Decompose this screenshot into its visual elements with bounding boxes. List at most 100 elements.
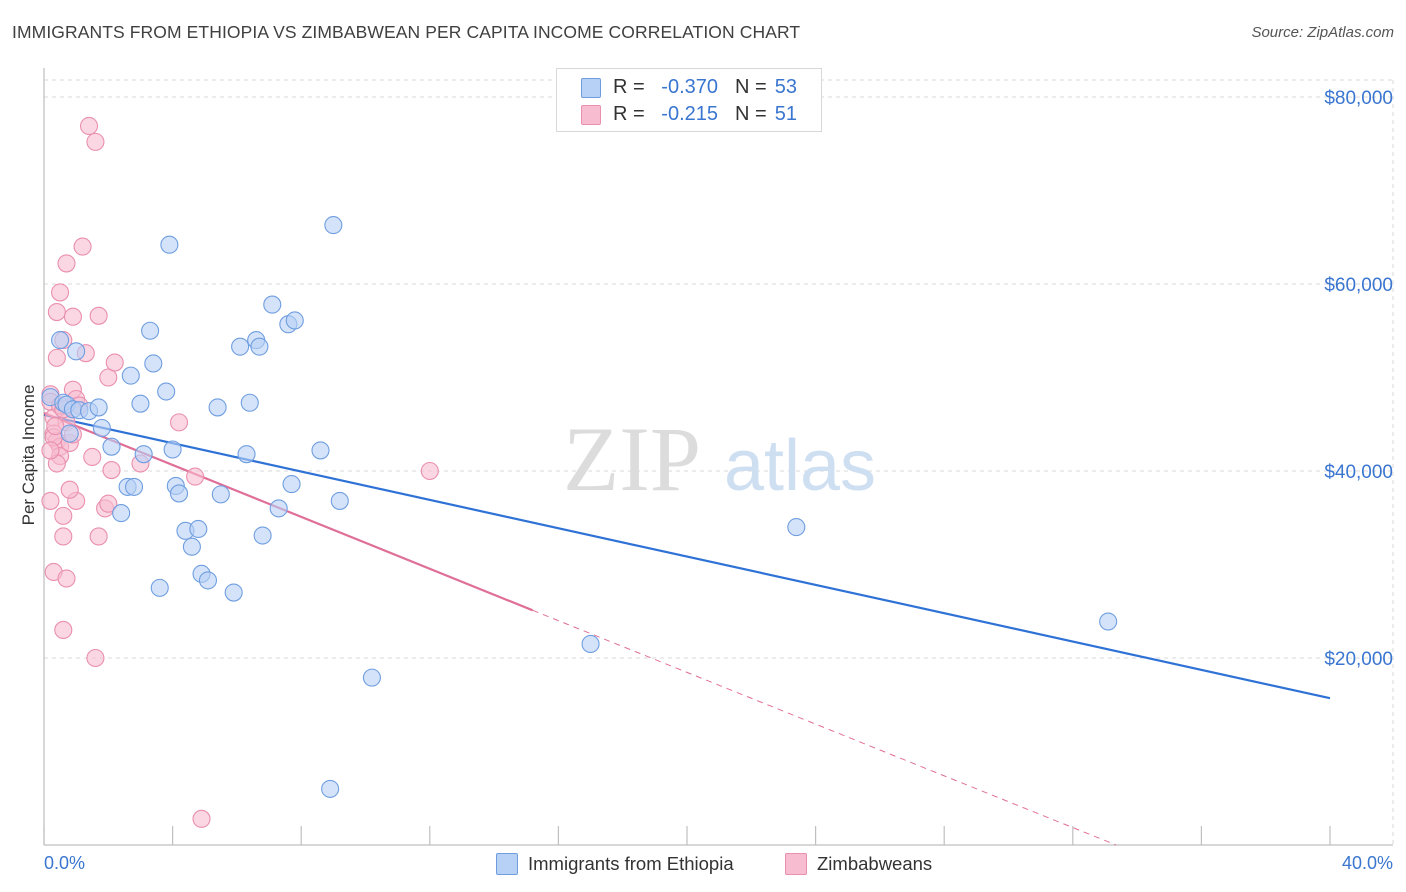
legend-row-ethiopia: R = -0.370 N = 53 xyxy=(557,75,821,101)
legend-n-value: 53 xyxy=(774,76,797,98)
point-ethiopia xyxy=(282,475,301,494)
point-ethiopia xyxy=(160,235,179,254)
point-ethiopia xyxy=(163,440,182,459)
point-ethiopia xyxy=(269,499,288,518)
point-zimbabweans xyxy=(169,413,189,432)
point-zimbabweans xyxy=(102,461,121,480)
point-ethiopia xyxy=(141,321,160,340)
point-ethiopia xyxy=(263,295,282,314)
point-ethiopia xyxy=(60,424,79,443)
point-ethiopia xyxy=(324,216,343,235)
chart-title: IMMIGRANTS FROM ETHIOPIA VS ZIMBABWEAN P… xyxy=(12,22,801,42)
point-zimbabweans xyxy=(46,417,65,436)
correlation-legend: R = -0.370 N = 53 R = -0.215 N = 51 xyxy=(556,68,822,132)
point-ethiopia xyxy=(321,779,340,798)
point-ethiopia xyxy=(112,504,131,523)
point-zimbabweans xyxy=(47,302,66,322)
point-ethiopia xyxy=(134,445,153,464)
y-tick-label: $60,000 xyxy=(1324,275,1393,296)
point-ethiopia xyxy=(311,441,330,460)
point-ethiopia xyxy=(362,668,381,687)
trend-lines xyxy=(43,412,1331,846)
legend-swatch-blue xyxy=(496,853,518,875)
point-zimbabweans xyxy=(186,467,205,486)
legend-r-value: -0.215 xyxy=(661,103,718,125)
point-ethiopia xyxy=(224,583,243,602)
points-zimbabweans xyxy=(41,116,439,828)
point-ethiopia xyxy=(285,311,304,330)
y-tick-labels: $20,000 $40,000 $60,000 $80,000 xyxy=(1324,88,1393,670)
legend-n-label: N = xyxy=(735,76,767,98)
legend-r-label: R = xyxy=(613,103,645,125)
point-zimbabweans xyxy=(73,237,92,256)
legend-row-zimbabweans: R = -0.215 N = 51 xyxy=(557,102,821,128)
point-zimbabweans xyxy=(63,307,82,326)
point-zimbabweans xyxy=(41,491,60,510)
legend-r-label: R = xyxy=(613,76,645,98)
point-zimbabweans xyxy=(105,353,124,372)
point-ethiopia xyxy=(208,398,227,417)
x-tick-label-max: 40.0% xyxy=(1342,853,1393,873)
axes xyxy=(43,68,1393,846)
point-ethiopia xyxy=(182,537,201,556)
point-ethiopia xyxy=(121,366,140,385)
point-zimbabweans xyxy=(192,809,211,828)
x-tick-label-min: 0.0% xyxy=(44,853,85,873)
point-ethiopia xyxy=(131,394,150,413)
trend-line-zimbabweans-extension xyxy=(532,609,1117,846)
point-ethiopia xyxy=(157,382,176,401)
point-ethiopia xyxy=(144,354,163,373)
legend-label-zimbabweans: Zimbabweans xyxy=(817,853,933,874)
point-zimbabweans xyxy=(79,116,99,136)
points-ethiopia xyxy=(41,216,1118,798)
source-label: Source: ZipAtlas.com xyxy=(1251,24,1394,41)
point-ethiopia xyxy=(92,418,111,438)
point-zimbabweans xyxy=(86,132,105,151)
point-zimbabweans xyxy=(99,494,118,513)
watermark-zip: ZIP xyxy=(563,408,701,510)
point-ethiopia xyxy=(198,571,218,590)
point-zimbabweans xyxy=(420,461,439,481)
point-zimbabweans xyxy=(57,569,76,588)
y-axis-title: Per Capita Income xyxy=(19,385,38,526)
point-zimbabweans xyxy=(60,480,79,499)
legend-swatch-pink xyxy=(581,105,601,125)
point-ethiopia xyxy=(67,342,86,361)
point-zimbabweans xyxy=(54,527,73,546)
point-ethiopia xyxy=(240,393,259,412)
watermark: ZIP atlas xyxy=(563,408,876,510)
watermark-atlas: atlas xyxy=(724,426,876,506)
point-ethiopia xyxy=(581,634,600,654)
point-ethiopia xyxy=(102,437,121,456)
point-ethiopia xyxy=(231,337,250,356)
legend-label-ethiopia: Immigrants from Ethiopia xyxy=(528,853,734,874)
point-ethiopia xyxy=(330,491,349,510)
point-ethiopia xyxy=(169,484,189,503)
point-zimbabweans xyxy=(41,441,60,460)
point-ethiopia xyxy=(150,578,169,597)
point-zimbabweans xyxy=(47,348,66,367)
point-ethiopia xyxy=(124,477,144,496)
legend-r-value: -0.370 xyxy=(661,76,718,98)
point-ethiopia xyxy=(189,519,208,539)
point-ethiopia xyxy=(237,445,256,464)
point-zimbabweans xyxy=(54,620,73,640)
y-tick-label: $40,000 xyxy=(1324,462,1393,483)
legend-n-label: N = xyxy=(735,103,767,125)
point-zimbabweans xyxy=(99,368,118,387)
legend-swatch-pink xyxy=(785,853,807,875)
point-zimbabweans xyxy=(57,254,76,273)
y-tick-label: $20,000 xyxy=(1324,649,1393,670)
point-ethiopia xyxy=(51,331,70,350)
point-ethiopia xyxy=(253,526,272,545)
point-zimbabweans xyxy=(89,527,108,546)
trend-line-zimbabweans xyxy=(43,412,534,612)
legend-swatch-blue xyxy=(581,78,601,98)
legend-n-value: 51 xyxy=(774,103,797,125)
point-ethiopia xyxy=(211,485,230,504)
point-ethiopia xyxy=(1099,612,1118,631)
point-zimbabweans xyxy=(86,648,105,668)
point-zimbabweans xyxy=(51,283,70,302)
point-ethiopia xyxy=(787,518,806,537)
